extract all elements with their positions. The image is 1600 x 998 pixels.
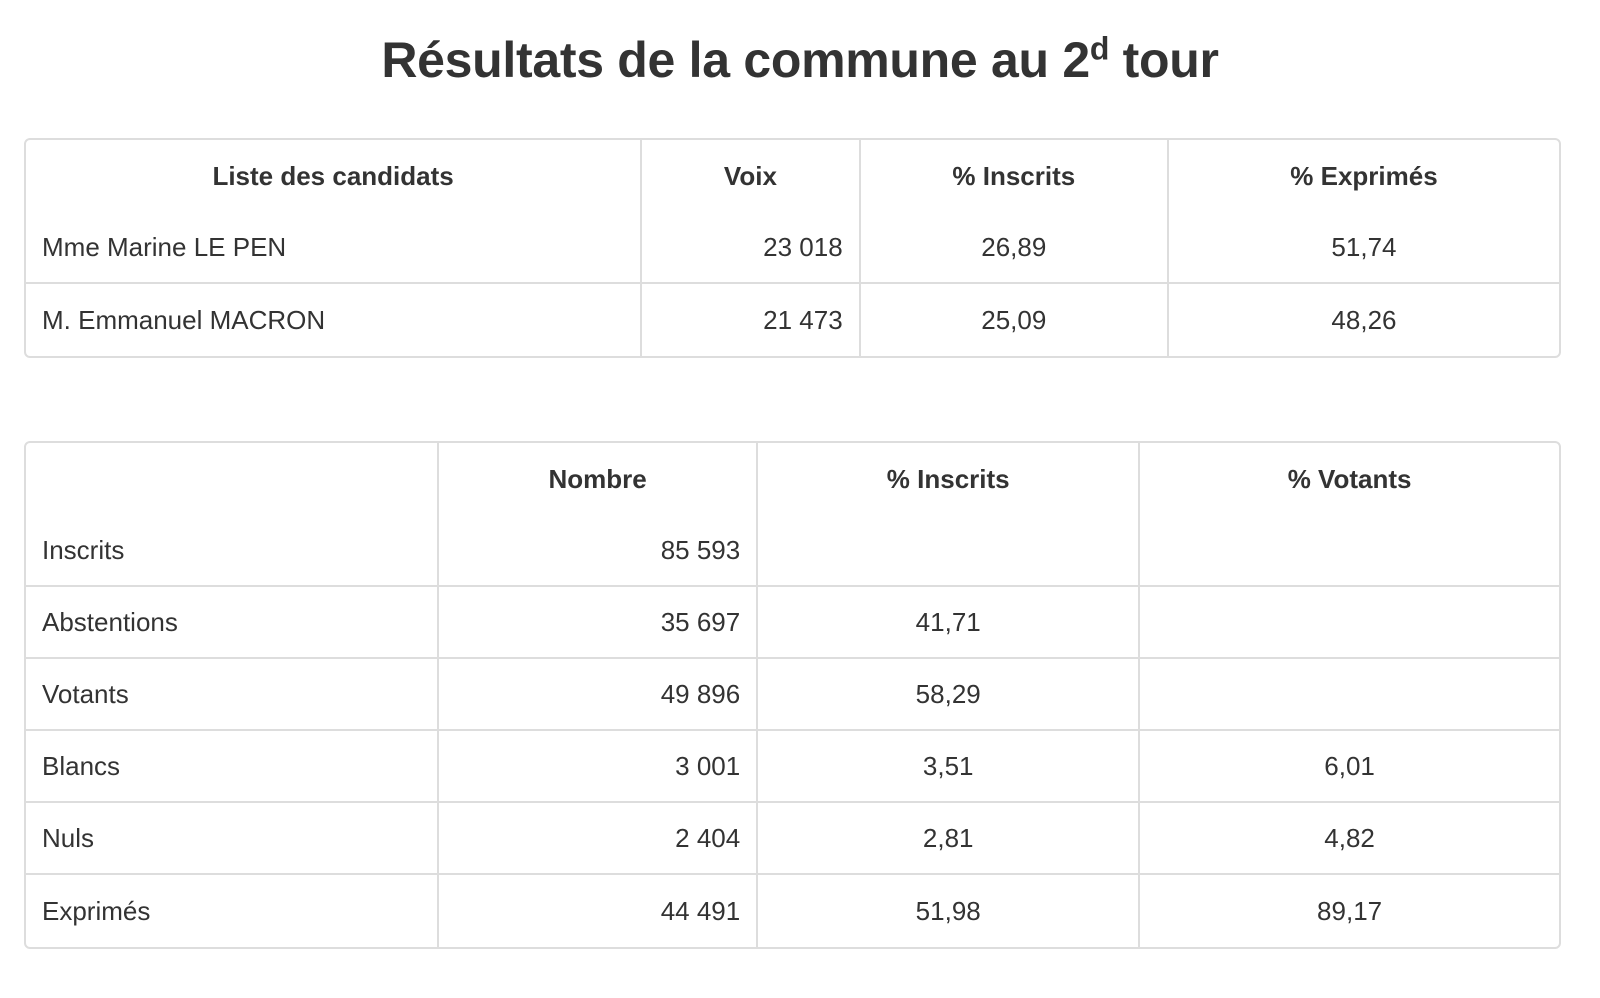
stat-pct-votants xyxy=(1140,515,1559,587)
header-voix: Voix xyxy=(642,140,861,212)
table-row: Exprimés 44 491 51,98 89,17 xyxy=(26,875,1559,947)
stat-nombre: 2 404 xyxy=(439,803,759,875)
stat-pct-inscrits: 2,81 xyxy=(758,803,1141,875)
header-pct-votants: % Votants xyxy=(1287,463,1412,494)
candidate-pct-inscrits: 25,09 xyxy=(861,284,1169,356)
stat-pct-votants: 6,01 xyxy=(1140,731,1559,803)
stat-pct-votants: 89,17 xyxy=(1317,895,1383,926)
table-header-row: Liste des candidats Voix % Inscrits % Ex… xyxy=(26,140,1559,212)
stat-pct-inscrits xyxy=(758,515,1141,587)
header-pct-inscrits: % Inscrits xyxy=(758,443,1141,515)
stat-label: Nuls xyxy=(26,803,439,875)
page-title-tail: tour xyxy=(1109,32,1219,88)
table-row: Votants 49 896 58,29 xyxy=(26,659,1559,731)
candidate-name: M. Emmanuel MACRON xyxy=(26,284,643,356)
stat-label: Votants xyxy=(26,659,439,731)
stat-nombre: 49 896 xyxy=(439,659,759,731)
stat-pct-votants xyxy=(1140,587,1559,659)
table-row: M. Emmanuel MACRON 21 473 25,09 48,26 xyxy=(26,284,1559,356)
stat-nombre: 3 001 xyxy=(439,731,759,803)
stat-pct-votants xyxy=(1140,659,1559,731)
header-candidates-list: Liste des candidats xyxy=(26,140,643,212)
stat-pct-inscrits: 3,51 xyxy=(758,731,1141,803)
page-title-main: Résultats de la commune au 2 xyxy=(381,32,1090,88)
participation-stats-table: Nombre % Inscrits % Votants Inscrits 85 … xyxy=(24,441,1561,949)
stat-label: Exprimés xyxy=(26,875,439,947)
stat-pct-inscrits: 58,29 xyxy=(758,659,1141,731)
header-empty xyxy=(26,443,439,515)
page-title: Résultats de la commune au 2d tour xyxy=(0,28,1600,92)
table-row: Blancs 3 001 3,51 6,01 xyxy=(26,731,1559,803)
table-row: Inscrits 85 593 xyxy=(26,515,1559,587)
stat-label: Blancs xyxy=(26,731,439,803)
table-row: Nuls 2 404 2,81 4,82 xyxy=(26,803,1559,875)
header-pct-exprimes: % Exprimés xyxy=(1290,160,1438,191)
stat-pct-inscrits: 51,98 xyxy=(758,875,1141,947)
header-nombre: Nombre xyxy=(439,443,759,515)
candidate-pct-exprimes: 51,74 xyxy=(1168,212,1559,284)
header-pct-inscrits: % Inscrits xyxy=(861,140,1169,212)
stat-pct-inscrits: 41,71 xyxy=(758,587,1141,659)
table-row: Abstentions 35 697 41,71 xyxy=(26,587,1559,659)
stat-nombre: 85 593 xyxy=(439,515,759,587)
stat-pct-votants: 4,82 xyxy=(1140,803,1559,875)
stat-nombre: 44 491 xyxy=(439,875,759,947)
stat-label: Inscrits xyxy=(26,515,439,587)
candidate-pct-inscrits: 26,89 xyxy=(860,212,1169,284)
candidate-name: Mme Marine LE PEN xyxy=(26,212,643,284)
candidate-voix: 23 018 xyxy=(642,212,861,284)
page-title-superscript: d xyxy=(1089,30,1110,67)
stat-label: Abstentions xyxy=(26,587,439,659)
candidate-pct-exprimes: 48,26 xyxy=(1331,304,1397,335)
table-row: Mme Marine LE PEN 23 018 26,89 51,74 xyxy=(26,212,1559,284)
table-header-row: Nombre % Inscrits % Votants xyxy=(26,443,1559,515)
candidate-voix: 21 473 xyxy=(642,284,861,356)
candidates-results-table: Liste des candidats Voix % Inscrits % Ex… xyxy=(24,138,1561,358)
stat-nombre: 35 697 xyxy=(439,587,759,659)
